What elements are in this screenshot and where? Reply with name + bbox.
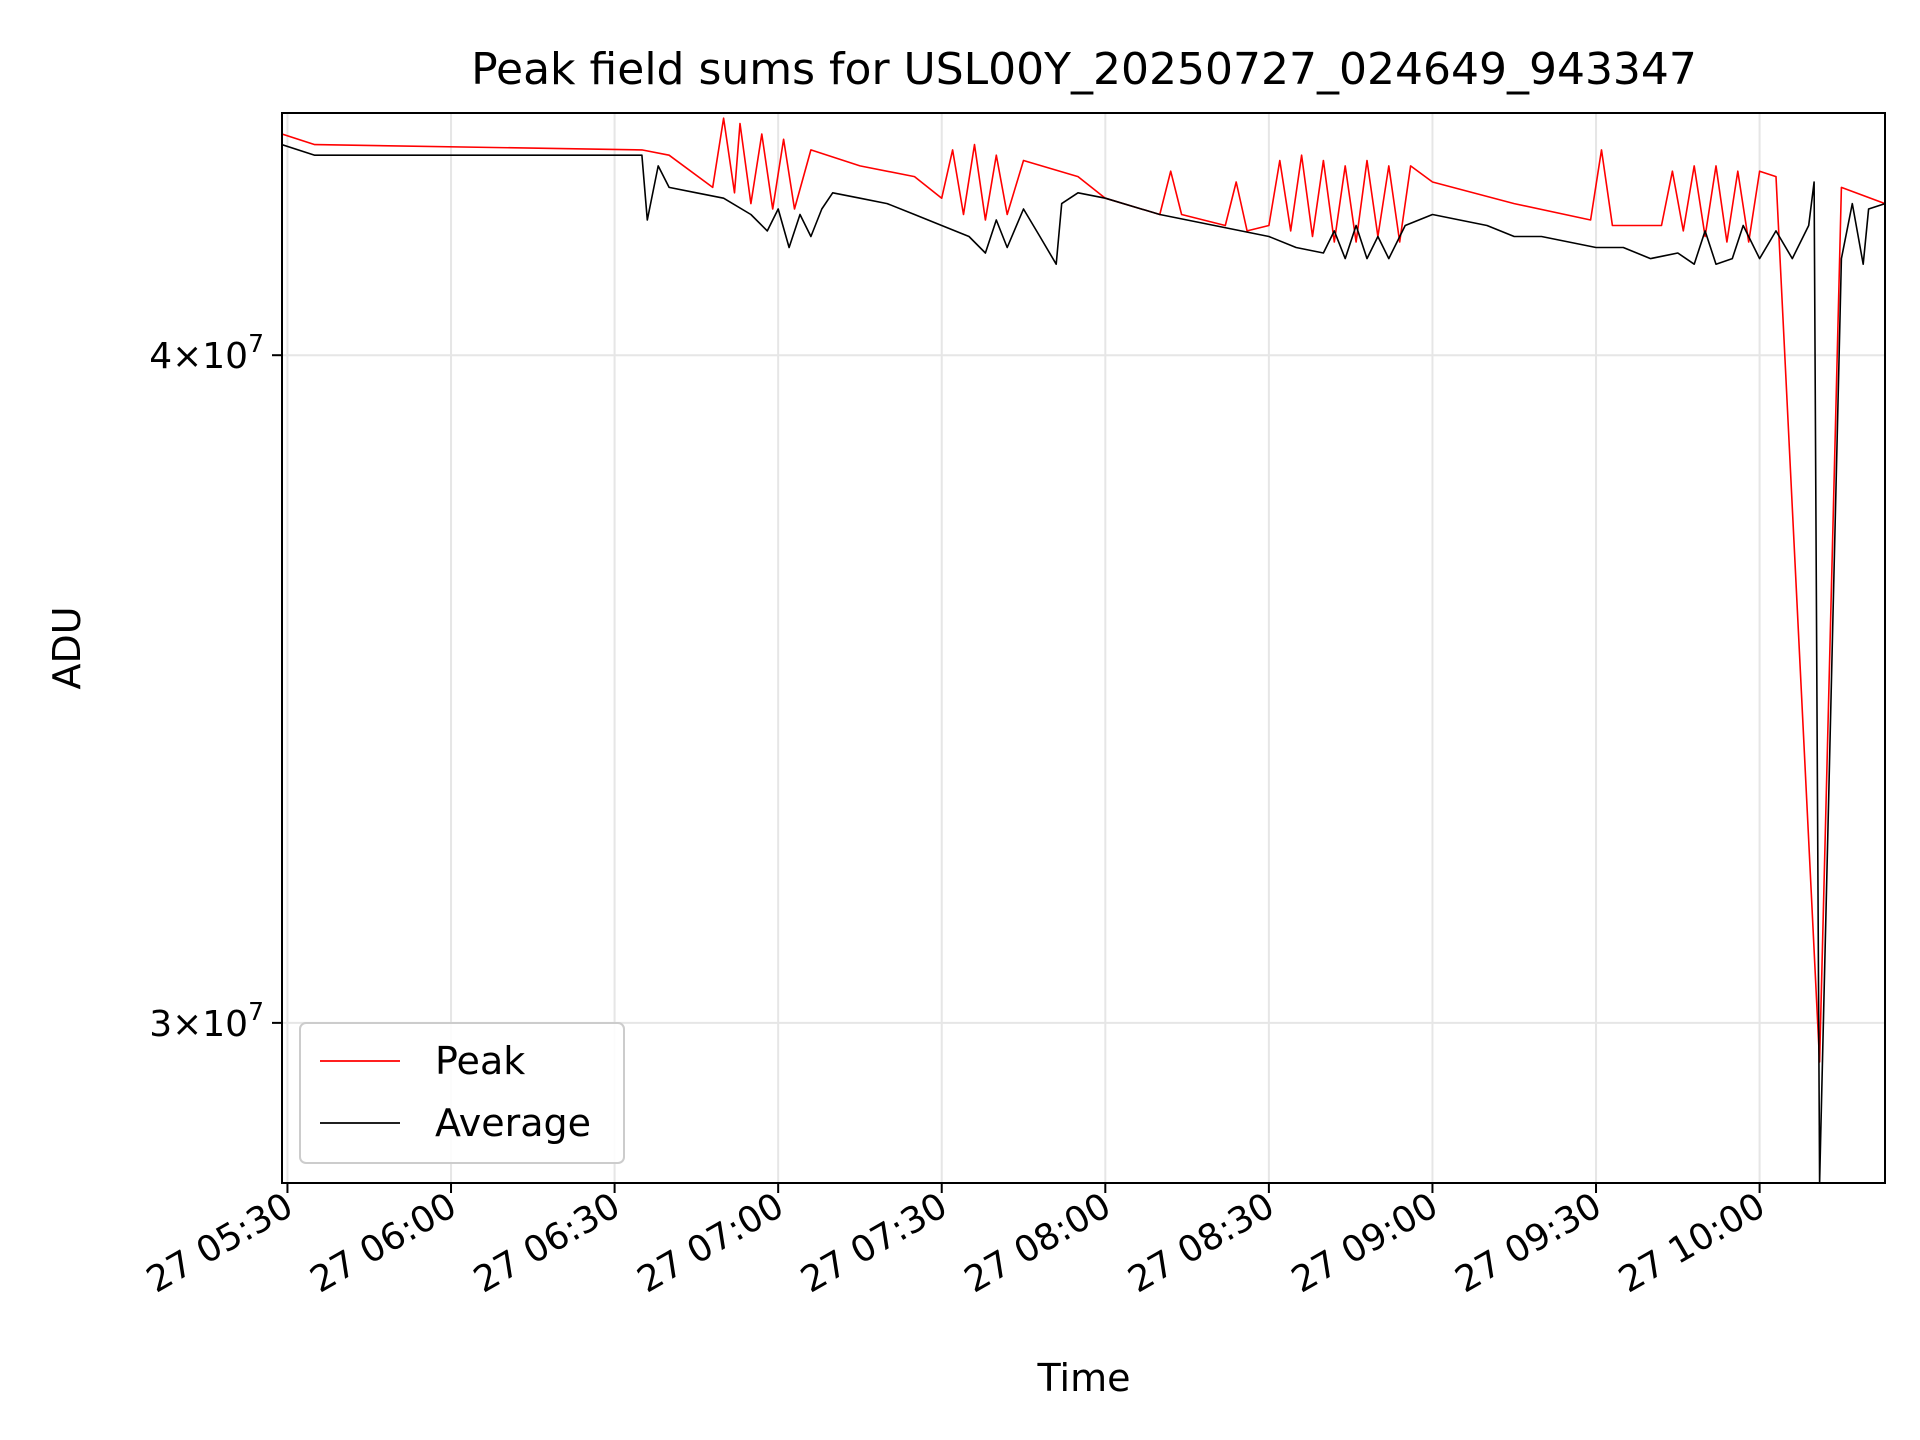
y-tick-exponent: 7 — [248, 329, 264, 358]
y-tick-label: 3×107 — [149, 997, 264, 1045]
y-tick-mantissa: 3 — [149, 1004, 172, 1045]
y-tick-label: 4×107 — [149, 329, 264, 377]
y-axis-label: ADU — [45, 606, 89, 689]
legend-label-average: Average — [435, 1101, 591, 1145]
legend-box — [299, 1022, 625, 1164]
series-layer — [282, 117, 1885, 1183]
x-axis-label: Time — [1037, 1356, 1131, 1400]
grid-lines — [282, 113, 1885, 1183]
legend: Peak Average — [299, 1022, 625, 1164]
y-tick-exponent: 7 — [248, 997, 264, 1026]
y-tick-mantissa: 4 — [149, 336, 172, 377]
plot-frame — [281, 112, 1886, 1184]
series-line-peak — [282, 117, 1885, 1063]
legend-label-peak: Peak — [435, 1039, 525, 1083]
y-axis: 4×107 3×107 — [149, 329, 282, 1045]
chart-title: Peak field sums for USL00Y_20250727_0246… — [471, 44, 1697, 95]
series-line-average — [282, 143, 1885, 1183]
